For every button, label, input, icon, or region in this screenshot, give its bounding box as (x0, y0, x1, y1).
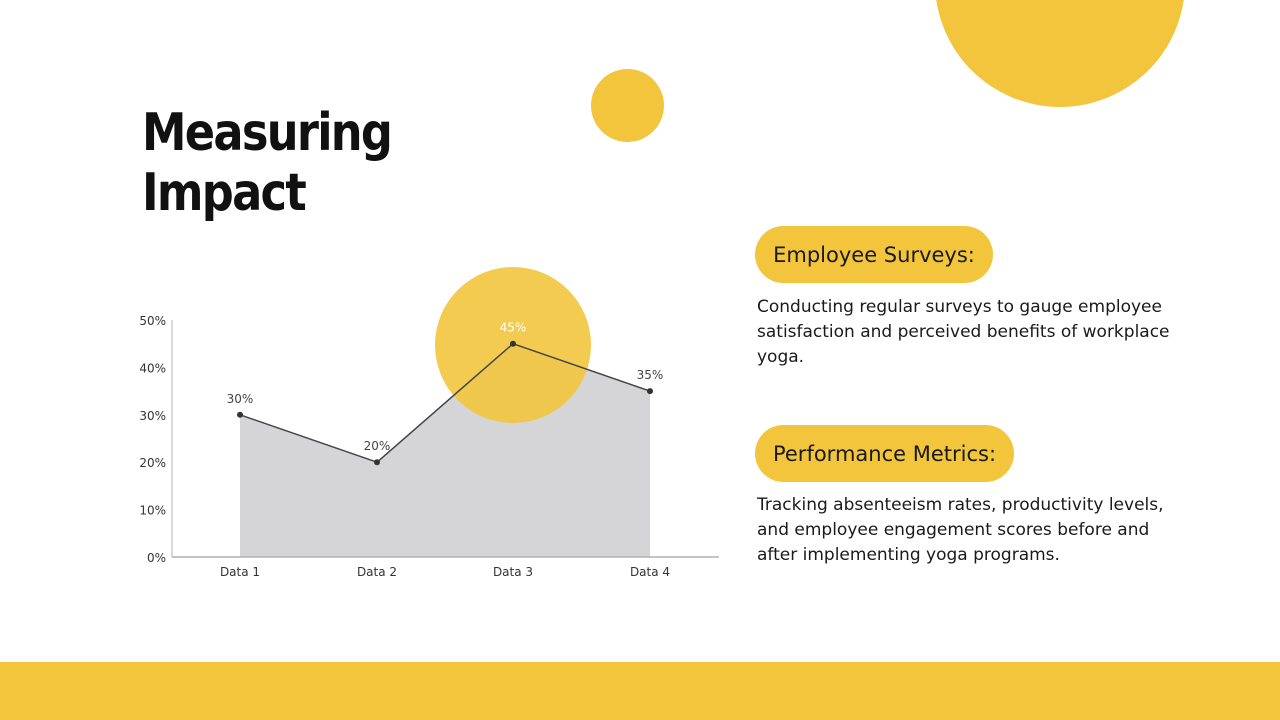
page-title: Measuring Impact (142, 103, 469, 223)
data-label: 45% (500, 321, 527, 335)
data-label: 35% (637, 368, 664, 382)
y-tick-label: 50% (139, 314, 166, 328)
y-tick-label: 20% (139, 456, 166, 470)
data-label: 30% (227, 392, 254, 406)
employee-surveys-heading: Employee Surveys: (755, 226, 993, 283)
performance-metrics-heading: Performance Metrics: (755, 425, 1014, 482)
employee-surveys-text: Conducting regular surveys to gauge empl… (757, 297, 1170, 367)
y-axis-ticks: 0% 10% 20% 30% 40% 50% (139, 314, 166, 565)
y-tick-label: 40% (139, 361, 166, 375)
x-tick-label: Data 3 (493, 565, 533, 579)
y-tick-label: 0% (147, 551, 166, 565)
data-point (647, 388, 653, 395)
data-label: 20% (364, 439, 391, 453)
x-tick-label: Data 4 (630, 565, 670, 579)
data-point (374, 459, 380, 466)
y-tick-label: 30% (139, 409, 166, 423)
x-tick-label: Data 2 (357, 565, 397, 579)
title-line-2: Impact (142, 163, 307, 223)
data-point (510, 340, 516, 347)
data-points (237, 340, 653, 466)
series-line (239, 342, 651, 464)
title-line-1: Measuring (142, 103, 393, 163)
decorative-circle-small (591, 69, 664, 142)
footer-band (0, 662, 1280, 720)
data-point (237, 411, 243, 418)
data-labels: 30% 20% 45% 35% (227, 321, 664, 454)
x-axis-ticks: Data 1 Data 2 Data 3 Data 4 (220, 565, 670, 579)
y-tick-label: 10% (139, 504, 166, 518)
x-tick-label: Data 1 (220, 565, 260, 579)
performance-metrics-text: Tracking absenteeism rates, productivity… (757, 495, 1164, 565)
